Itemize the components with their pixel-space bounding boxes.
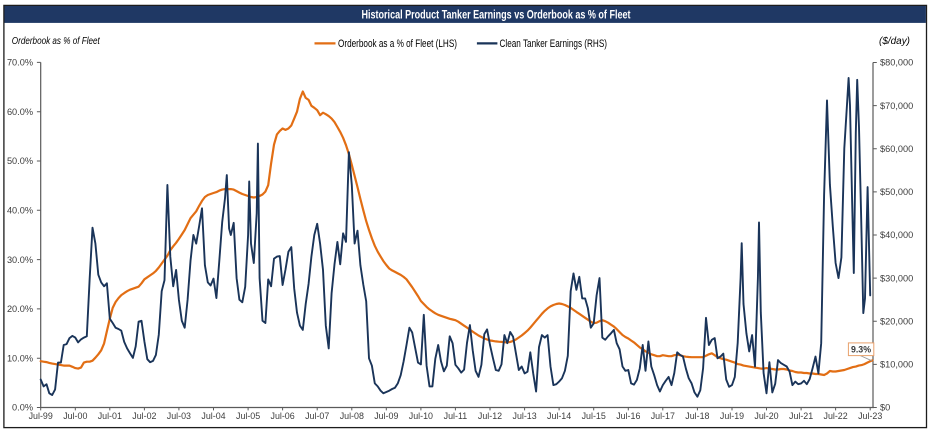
svg-text:40.0%: 40.0% bbox=[7, 206, 33, 216]
svg-text:$80,000: $80,000 bbox=[880, 58, 913, 68]
svg-text:Orderbook as a % of Fleet (LHS: Orderbook as a % of Fleet (LHS) bbox=[338, 38, 457, 50]
svg-text:Clean Tanker Earnings (RHS): Clean Tanker Earnings (RHS) bbox=[500, 38, 608, 50]
svg-text:Jul-99: Jul-99 bbox=[29, 411, 53, 421]
svg-text:Jul-00: Jul-00 bbox=[63, 411, 87, 421]
svg-text:$60,000: $60,000 bbox=[880, 144, 913, 154]
svg-text:Jul-01: Jul-01 bbox=[98, 411, 122, 421]
svg-text:Jul-06: Jul-06 bbox=[271, 411, 295, 421]
svg-text:$10,000: $10,000 bbox=[880, 360, 913, 370]
svg-text:70.0%: 70.0% bbox=[7, 58, 33, 68]
svg-text:$20,000: $20,000 bbox=[880, 316, 913, 326]
svg-text:Jul-13: Jul-13 bbox=[513, 411, 537, 421]
svg-text:$30,000: $30,000 bbox=[880, 273, 913, 283]
svg-text:Jul-02: Jul-02 bbox=[132, 411, 156, 421]
svg-text:Jul-12: Jul-12 bbox=[478, 411, 502, 421]
svg-text:50.0%: 50.0% bbox=[7, 156, 33, 166]
svg-text:$50,000: $50,000 bbox=[880, 187, 913, 197]
svg-text:Jul-16: Jul-16 bbox=[616, 411, 640, 421]
svg-text:$0: $0 bbox=[880, 403, 890, 413]
svg-text:Jul-19: Jul-19 bbox=[720, 411, 744, 421]
svg-text:Jul-05: Jul-05 bbox=[236, 411, 260, 421]
svg-text:Jul-03: Jul-03 bbox=[167, 411, 191, 421]
svg-text:Jul-17: Jul-17 bbox=[651, 411, 675, 421]
svg-text:Jul-07: Jul-07 bbox=[305, 411, 329, 421]
svg-text:Jul-23: Jul-23 bbox=[858, 411, 882, 421]
svg-text:Jul-10: Jul-10 bbox=[409, 411, 433, 421]
svg-text:($/day): ($/day) bbox=[879, 36, 910, 47]
svg-text:Historical Product Tanker Earn: Historical Product Tanker Earnings vs Or… bbox=[362, 8, 631, 21]
svg-text:10.0%: 10.0% bbox=[7, 353, 33, 363]
svg-text:Orderbook as % of Fleet: Orderbook as % of Fleet bbox=[12, 36, 101, 47]
svg-text:Jul-15: Jul-15 bbox=[582, 411, 606, 421]
svg-text:Jul-21: Jul-21 bbox=[789, 411, 813, 421]
svg-text:9.3%: 9.3% bbox=[851, 345, 871, 355]
svg-text:Jul-20: Jul-20 bbox=[754, 411, 778, 421]
svg-text:Jul-04: Jul-04 bbox=[201, 411, 225, 421]
svg-text:20.0%: 20.0% bbox=[7, 304, 33, 314]
svg-text:60.0%: 60.0% bbox=[7, 107, 33, 117]
svg-text:Jul-14: Jul-14 bbox=[547, 411, 571, 421]
svg-text:$70,000: $70,000 bbox=[880, 101, 913, 111]
svg-text:Jul-18: Jul-18 bbox=[685, 411, 709, 421]
svg-text:30.0%: 30.0% bbox=[7, 255, 33, 265]
svg-text:0.0%: 0.0% bbox=[12, 403, 33, 413]
svg-text:$40,000: $40,000 bbox=[880, 230, 913, 240]
svg-text:Jul-11: Jul-11 bbox=[444, 411, 468, 421]
svg-text:Jul-22: Jul-22 bbox=[824, 411, 848, 421]
svg-text:Jul-09: Jul-09 bbox=[374, 411, 398, 421]
svg-text:Jul-08: Jul-08 bbox=[340, 411, 364, 421]
